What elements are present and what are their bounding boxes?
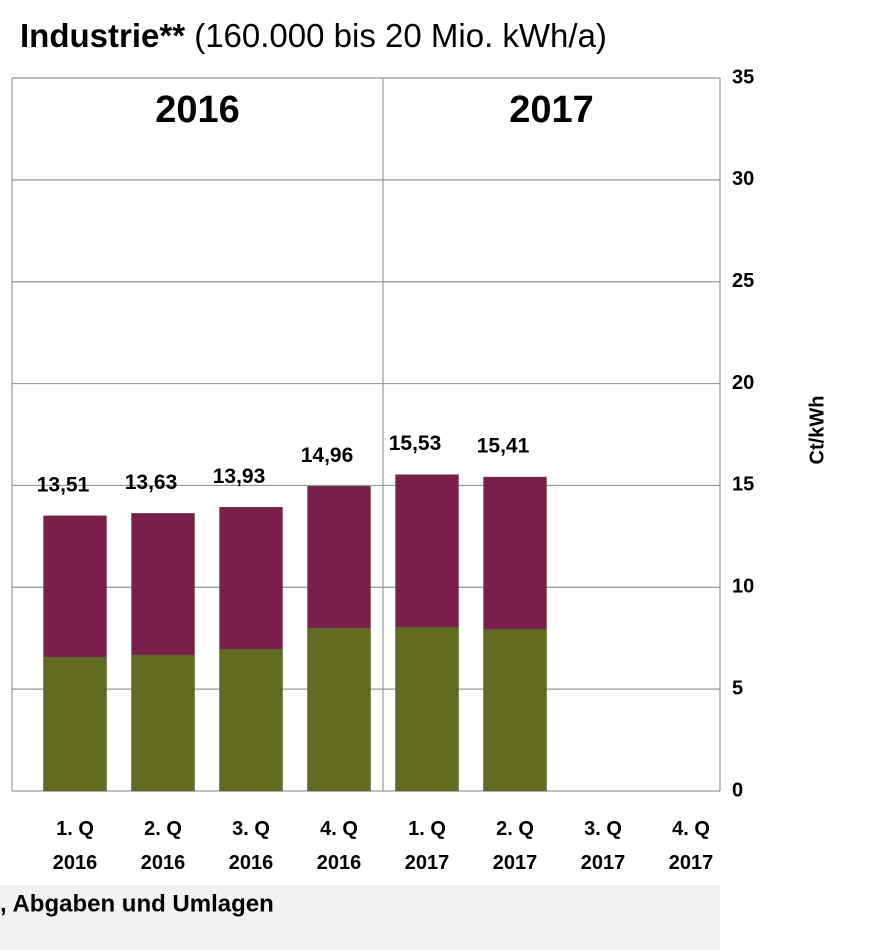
title-rest: (160.000 bis 20 Mio. kWh/a) xyxy=(194,17,607,54)
bar-segment xyxy=(395,626,459,792)
y-tick-label: 20 xyxy=(732,372,754,394)
total-label: 13,63 xyxy=(125,471,178,494)
x-tick-label: 2. Q 2017 xyxy=(493,818,538,874)
legend-text: , Abgaben und Umlagen xyxy=(0,890,274,917)
x-tick-line: 2016 xyxy=(141,852,186,874)
x-tick-line: 3. Q xyxy=(584,818,622,840)
total-label: 15,53 xyxy=(389,432,442,455)
x-tick-label: 4. Q 2016 xyxy=(317,818,362,874)
y-tick-label: 0 xyxy=(732,779,743,801)
x-tick-line: 4. Q xyxy=(672,818,710,840)
x-tick-line: 2016 xyxy=(53,852,98,874)
y-tick-label: 10 xyxy=(732,576,754,598)
bar-segment xyxy=(483,476,547,630)
x-tick-line: 1. Q xyxy=(408,818,446,840)
x-tick-line: 4. Q xyxy=(320,818,358,840)
x-tick-line: 2017 xyxy=(405,852,450,874)
total-label: 14,96 xyxy=(301,444,354,467)
y-axis-label: Ct/kWh xyxy=(806,396,828,465)
group-label: 2017 xyxy=(509,89,594,131)
bar-segment xyxy=(43,515,107,658)
y-tick-label: 15 xyxy=(732,474,754,496)
bar-segment xyxy=(307,627,371,792)
x-tick-line: 2016 xyxy=(229,852,274,874)
y-tick-label: 5 xyxy=(732,677,743,699)
x-tick-line: 2. Q xyxy=(144,818,182,840)
x-tick-line: 2017 xyxy=(669,852,714,874)
x-tick-label: 1. Q 2017 xyxy=(405,818,450,874)
x-tick-label: 3. Q 2017 xyxy=(581,818,626,874)
x-tick-label: 3. Q 2016 xyxy=(229,818,274,874)
legend-box xyxy=(0,885,720,950)
title-bold: Industrie** xyxy=(20,17,185,54)
bar-segment xyxy=(483,628,547,792)
x-tick-label: 1. Q 2016 xyxy=(53,818,98,874)
x-tick-line: 2. Q xyxy=(496,818,534,840)
total-label: 13,93 xyxy=(213,465,266,488)
bar-segment xyxy=(395,474,459,628)
y-tick-label: 35 xyxy=(732,66,754,88)
x-tick-label: 4. Q 2017 xyxy=(669,818,714,874)
x-tick-label: 2. Q 2016 xyxy=(141,818,186,874)
total-label: 13,51 xyxy=(37,473,90,496)
x-tick-line: 3. Q xyxy=(232,818,270,840)
y-tick-label: 25 xyxy=(732,270,754,292)
bar-segment xyxy=(219,506,283,650)
y-tick-label: 30 xyxy=(732,168,754,190)
x-tick-line: 2017 xyxy=(581,852,626,874)
bar-segment xyxy=(219,648,283,792)
chart-title: Industrie** (160.000 bis 20 Mio. kWh/a) xyxy=(20,17,607,54)
group-label: 2016 xyxy=(155,89,240,131)
bar-segment xyxy=(131,513,195,656)
bar-segment xyxy=(307,485,371,629)
bar-segment xyxy=(131,654,195,792)
x-tick-line: 2016 xyxy=(317,852,362,874)
total-label: 15,41 xyxy=(477,435,530,458)
x-tick-line: 1. Q xyxy=(56,818,94,840)
bar-segment xyxy=(43,656,107,792)
x-tick-line: 2017 xyxy=(493,852,538,874)
